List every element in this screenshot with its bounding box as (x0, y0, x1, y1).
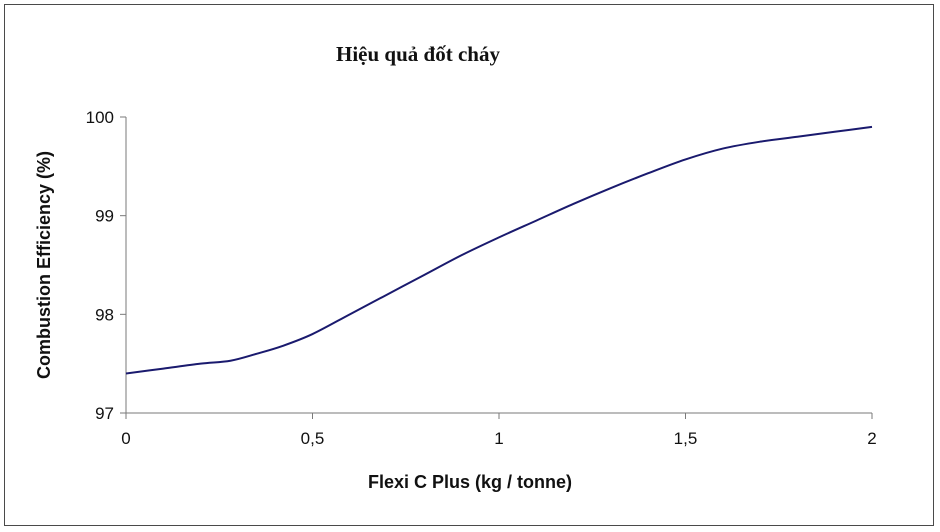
chart-frame (4, 4, 934, 526)
x-tick-label-1: 0,5 (301, 429, 325, 448)
series-layer (125, 125, 873, 375)
y-tick-label-3: 100 (86, 108, 114, 127)
x-tick-label-2: 1 (494, 429, 503, 448)
y-tick-label-2: 99 (95, 207, 114, 226)
x-ticks: 0 0,5 1 1,5 2 (121, 413, 877, 448)
y-tick-label-1: 98 (95, 305, 114, 324)
chart-title: Hiệu quả đốt cháy (336, 42, 500, 66)
x-tick-label-0: 0 (121, 429, 130, 448)
x-tick-label-3: 1,5 (674, 429, 698, 448)
y-tick-label-0: 97 (95, 404, 114, 423)
x-axis-label: Flexi C Plus (kg / tonne) (368, 472, 572, 492)
y-axis-label: Combustion Efficiency (%) (34, 151, 54, 379)
y-ticks: 97 98 99 100 (86, 108, 126, 423)
series-line-0 (125, 125, 873, 375)
x-tick-label-4: 2 (867, 429, 876, 448)
